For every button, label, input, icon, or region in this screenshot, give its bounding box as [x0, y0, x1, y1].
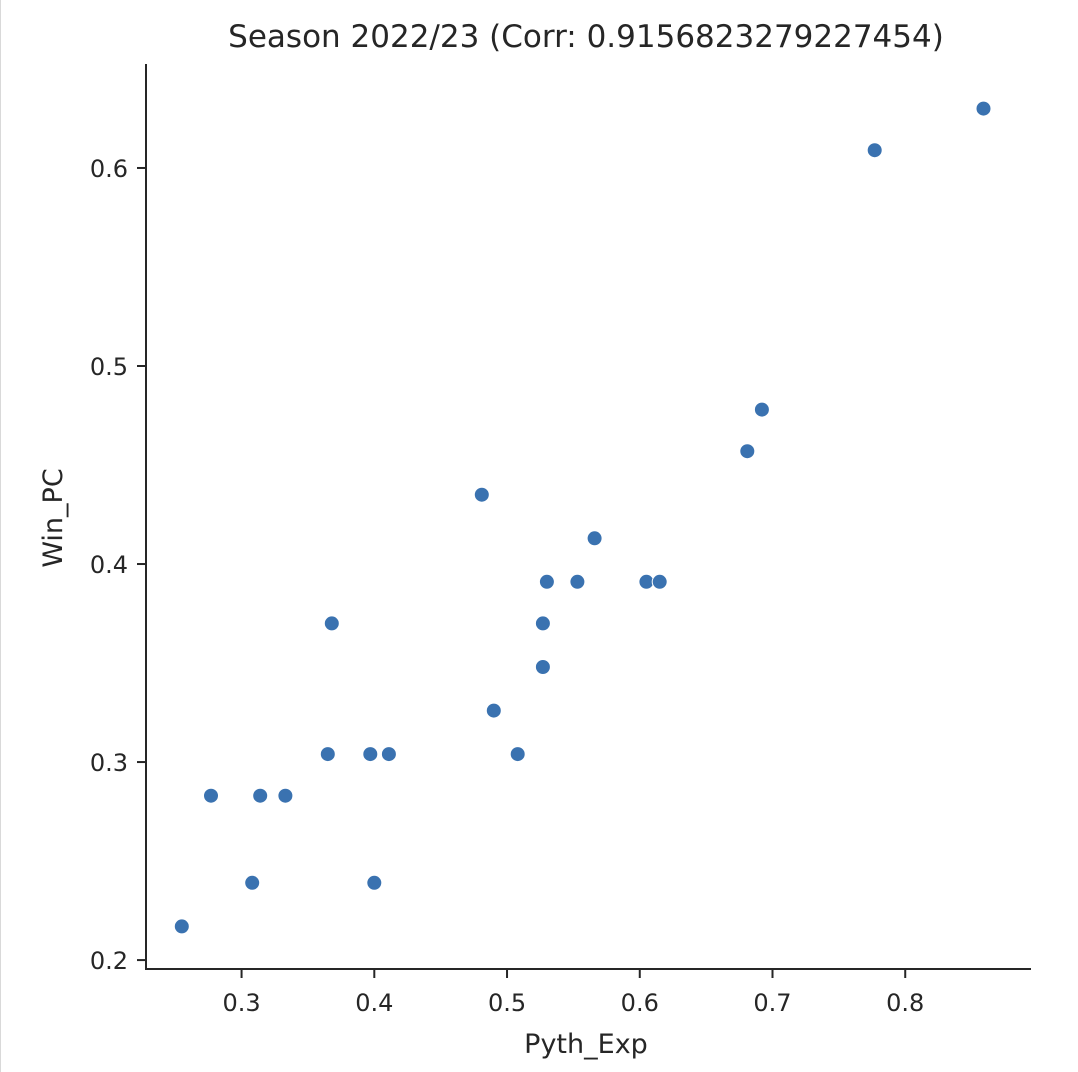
y-axis-label: Win_PC [38, 468, 69, 567]
data-point [362, 746, 379, 763]
chart-title: Season 2022/23 (Corr: 0.9156823279227454… [228, 19, 944, 55]
y-tick-label: 0.3 [90, 749, 128, 777]
x-tick-label: 0.6 [621, 989, 659, 1017]
data-point [244, 874, 261, 891]
data-point [323, 615, 340, 632]
y-tick-label: 0.6 [90, 155, 128, 183]
y-axis-ticks: 0.2 0.3 0.4 0.5 0.6 [90, 155, 146, 975]
x-tick-label: 0.8 [886, 989, 924, 1017]
data-point [753, 401, 770, 418]
data-points [173, 100, 992, 935]
data-point [380, 746, 397, 763]
data-point [975, 100, 992, 117]
data-point [586, 530, 603, 547]
x-tick-label: 0.7 [753, 989, 791, 1017]
data-point [534, 615, 551, 632]
data-point [638, 573, 655, 590]
data-point [538, 573, 555, 590]
x-axis-label: Pyth_Exp [524, 1029, 648, 1060]
data-point [203, 787, 219, 804]
x-axis-ticks: 0.3 0.4 0.5 0.6 0.7 0.8 [222, 969, 924, 1017]
data-point [473, 486, 490, 503]
data-point [173, 918, 190, 935]
x-tick-label: 0.4 [355, 989, 393, 1017]
y-tick-label: 0.4 [90, 551, 128, 579]
data-point [252, 787, 269, 804]
data-point [319, 746, 336, 763]
data-point [651, 573, 668, 590]
data-point [277, 787, 294, 804]
x-tick-label: 0.5 [488, 989, 526, 1017]
y-tick-label: 0.5 [90, 353, 128, 381]
y-tick-label: 0.2 [90, 947, 128, 975]
data-point [739, 443, 756, 460]
data-point [509, 746, 526, 763]
data-point [366, 874, 383, 891]
data-point [485, 702, 502, 719]
data-point [534, 659, 551, 675]
x-tick-label: 0.3 [222, 989, 260, 1017]
data-point [569, 573, 586, 590]
window-edge [0, 0, 1, 1072]
data-point [866, 142, 883, 159]
